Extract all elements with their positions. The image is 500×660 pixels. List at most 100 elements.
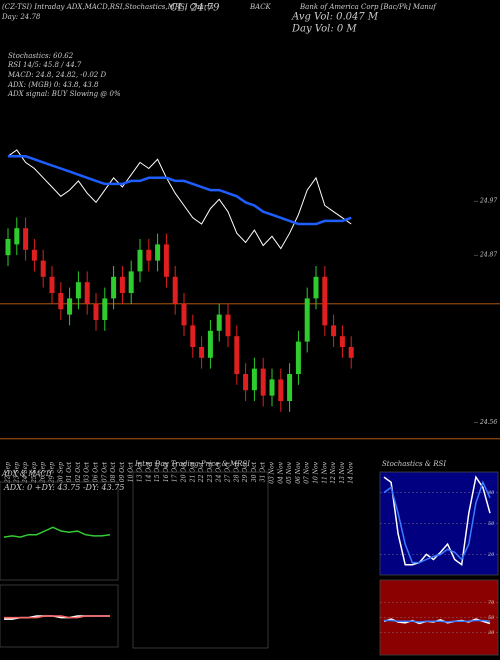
candle-body <box>67 298 73 315</box>
y-tick-label: 80 <box>488 490 495 496</box>
stat: ADX: (MGB) 0: 43.8, 43.8 <box>7 81 99 89</box>
x-tick-label: 24 Sep <box>22 462 29 484</box>
x-tick-label: 06 Nov <box>295 461 302 483</box>
series-line <box>384 619 491 623</box>
candle-body <box>5 239 11 256</box>
candle-body <box>260 368 266 396</box>
title: (CZ-TSI) Intraday ADX,MACD,RSI,Stochasti… <box>2 3 214 11</box>
x-tick-label: 30 Sep <box>57 462 64 483</box>
candle-body <box>172 276 178 304</box>
series-line <box>383 480 491 564</box>
candle-body <box>84 282 90 304</box>
candle-body <box>181 303 187 326</box>
symbol: BACK <box>249 3 272 11</box>
panel-background <box>380 472 498 575</box>
x-tick-label: 03 Nov <box>269 461 276 483</box>
candle-body <box>128 271 134 293</box>
candle-body <box>339 336 345 347</box>
stat: Stochastics: 60.62 <box>8 52 74 60</box>
close: CL: 24.79 <box>170 3 220 14</box>
candle-body <box>295 341 301 374</box>
y-tick-label: 24.87 <box>479 252 497 259</box>
x-tick-label: 03 Oct <box>84 461 91 482</box>
stat: MACD: 24.8, 24.82, -0.02 D <box>7 71 106 79</box>
candle-body <box>102 298 108 320</box>
y-tick-label: 70 <box>488 600 495 606</box>
candle-body <box>348 347 354 358</box>
candle-body <box>40 260 46 277</box>
panel-title: ADX & MACD <box>1 470 52 478</box>
x-tick-label: 22 Sep <box>5 462 12 484</box>
candle-body <box>278 379 284 401</box>
x-tick-label: 06 Oct <box>93 461 100 482</box>
candle-body <box>322 276 328 326</box>
company: Bank of America Corp [Bac/Pk] Manuf <box>299 3 437 11</box>
x-tick-label: 23 Sep <box>13 462 20 484</box>
candle-body <box>137 249 143 272</box>
candle-body <box>225 314 231 337</box>
panel-border <box>132 471 269 649</box>
panel-title: Intra Day Trading Price & MRSI <box>134 460 250 468</box>
candle-body <box>31 249 37 261</box>
day: Day: 24.78 <box>1 13 41 21</box>
moving-average <box>8 154 352 226</box>
panel-background <box>380 580 498 655</box>
candle-body <box>216 314 222 331</box>
candle-body <box>163 244 169 277</box>
candle-body <box>199 347 205 358</box>
panel-title: Stochastics & RSI <box>382 460 446 468</box>
x-tick-label: 01 Oct <box>66 461 73 482</box>
candle-body <box>58 293 64 310</box>
panel-border <box>0 481 119 581</box>
candle-body <box>251 368 257 391</box>
candle-body <box>207 330 213 358</box>
x-tick-label: 12 Nov <box>330 461 337 483</box>
x-tick-label: 07 Oct <box>101 461 108 482</box>
x-tick-label: 11 Nov <box>321 461 328 483</box>
x-tick-label: 29 Sep <box>49 462 56 484</box>
x-tick-label: 14 Nov <box>348 461 355 483</box>
day-vol: Day Vol: 0 M <box>291 24 357 35</box>
x-tick-label: 07 Nov <box>304 461 311 483</box>
x-tick-label: 04 Nov <box>277 461 284 483</box>
candle-body <box>49 276 55 293</box>
y-tick-label: 20 <box>487 552 495 558</box>
candle-body <box>93 303 99 320</box>
x-tick-label: 05 Nov <box>286 461 293 483</box>
candle-body <box>234 336 240 374</box>
panel-subtitle: ADX: 0 +DY: 43.75 -DY: 43.75 <box>3 483 124 492</box>
candle-body <box>14 228 20 245</box>
candle-body <box>155 244 161 261</box>
y-tick-label: 24.97 <box>479 198 497 205</box>
candle-body <box>190 325 196 347</box>
y-tick-label: 50 <box>488 615 495 621</box>
series-line <box>4 615 110 619</box>
x-tick-label: 08 Oct <box>110 461 117 482</box>
candle-body <box>243 374 249 391</box>
x-tick-label: 10 Oct <box>128 461 135 482</box>
candle-body <box>304 298 310 342</box>
candle-body <box>119 276 125 293</box>
candle-body <box>313 276 319 299</box>
candle-body <box>23 228 29 250</box>
panel-border <box>0 584 119 648</box>
stat: RSI 14/5: 45.8 / 44.7 <box>7 61 82 69</box>
candle-body <box>146 249 152 261</box>
y-tick-label: 24.56 <box>479 419 497 426</box>
candle-body <box>111 276 117 299</box>
candle-body <box>269 379 275 396</box>
series-line <box>3 526 111 538</box>
candle-body <box>287 374 293 401</box>
candle-body <box>75 282 81 299</box>
x-tick-label: 13 Nov <box>339 461 346 483</box>
y-tick-label: 30 <box>488 630 495 636</box>
avg-vol: Avg Vol: 0.047 M <box>291 12 379 23</box>
x-tick-label: 25 Sep <box>31 462 38 484</box>
price-line <box>7 149 352 250</box>
x-tick-label: 10 Nov <box>313 461 320 483</box>
stat: ADX signal: BUY Slowing @ 0% <box>7 90 121 98</box>
x-tick-label: 26 Sep <box>40 462 47 484</box>
x-tick-label: 09 Oct <box>119 461 126 482</box>
y-tick-label: 50 <box>488 521 495 527</box>
